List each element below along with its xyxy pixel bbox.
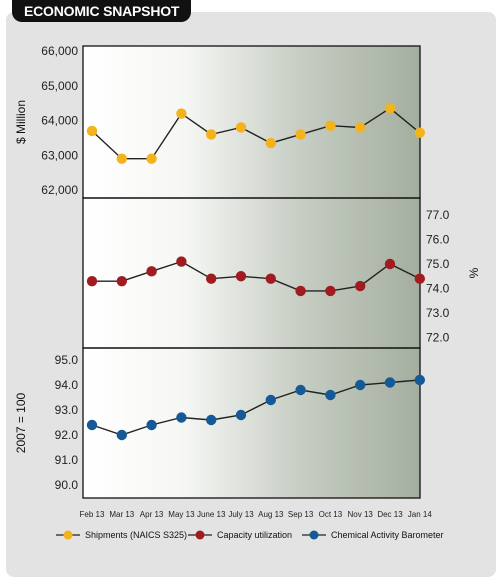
data-point — [295, 285, 306, 297]
header-title: ECONOMIC SNAPSHOT — [12, 0, 192, 22]
y-tick-label: 95.0 — [55, 353, 79, 367]
y-tick-label: 94.0 — [55, 378, 79, 392]
plot-background — [83, 46, 420, 498]
data-point — [355, 280, 366, 292]
x-tick-label: Mar 13 — [109, 510, 134, 519]
legend-label: Capacity utilization — [217, 530, 292, 540]
y-tick-label: 65,000 — [41, 79, 78, 93]
data-point — [176, 108, 187, 119]
legend-marker — [309, 530, 319, 540]
data-point — [235, 271, 247, 282]
data-point — [355, 379, 366, 391]
y-tick-label: 92.0 — [55, 428, 79, 442]
legend-label: Chemical Activity Barometer — [331, 530, 444, 540]
data-point — [414, 374, 425, 386]
data-point — [206, 414, 217, 426]
data-point — [116, 429, 128, 441]
data-point — [235, 409, 247, 421]
x-tick-label: Dec 13 — [377, 510, 403, 519]
data-point — [206, 129, 217, 140]
y-tick-label: 62,000 — [41, 183, 78, 197]
legend-item: Shipments (NAICS S325) — [56, 530, 187, 540]
y-tick-label: 64,000 — [41, 114, 78, 128]
data-point — [265, 394, 276, 406]
chart-panel-3: 95.0 94.0 93.0 92.0 91.0 90.0 2007 = 100 — [14, 347, 425, 499]
data-point — [146, 419, 157, 431]
y-tick-label: 90.0 — [55, 478, 79, 492]
data-point — [325, 285, 336, 297]
y-tick-label: 93.0 — [55, 403, 79, 417]
x-tick-label: Jan 14 — [408, 510, 433, 519]
legend-item: Capacity utilization — [188, 530, 292, 540]
y-tick-label: 76.0 — [426, 233, 450, 247]
y-tick-label: 73.0 — [426, 306, 450, 320]
chart-panel-1: 66,000 65,000 64,000 63,000 62,000 $ Million — [14, 44, 425, 199]
x-tick-label: Nov 13 — [348, 510, 374, 519]
data-point — [265, 273, 276, 284]
y-axis-label: 2007 = 100 — [14, 392, 28, 453]
data-point — [206, 273, 217, 284]
data-point — [265, 137, 276, 149]
y-axis-label: % — [467, 267, 481, 278]
data-point — [414, 127, 425, 138]
x-tick-label: June 13 — [197, 510, 226, 519]
data-point — [116, 275, 128, 287]
data-point — [176, 412, 187, 423]
legend-label: Shipments (NAICS S325) — [85, 530, 187, 540]
data-point — [176, 256, 187, 267]
y-axis-label: $ Million — [14, 100, 28, 144]
data-point — [384, 103, 396, 114]
y-tick-label: 74.0 — [426, 282, 450, 296]
data-point — [384, 377, 396, 388]
y-tick-label: 72.0 — [426, 331, 450, 345]
x-tick-label: Apr 13 — [140, 510, 164, 519]
data-point — [325, 389, 336, 401]
x-tick-label: Oct 13 — [319, 510, 343, 519]
panel-border — [82, 347, 421, 499]
data-point — [325, 120, 336, 131]
y-tick-label: 66,000 — [41, 44, 78, 58]
series-line — [92, 260, 421, 292]
y-tick-label: 91.0 — [55, 453, 79, 467]
data-point — [414, 273, 425, 284]
legend-item: Chemical Activity Barometer — [302, 530, 444, 540]
data-point — [86, 419, 98, 431]
x-tick-label: Sep 13 — [288, 510, 314, 519]
data-point — [86, 125, 98, 137]
data-point — [355, 122, 366, 133]
x-tick-label: July 13 — [228, 510, 254, 519]
data-point — [295, 384, 306, 396]
data-point — [235, 122, 247, 133]
x-tick-label: Feb 13 — [80, 510, 105, 519]
y-tick-label: 75.0 — [426, 257, 450, 271]
y-tick-label: 77.0 — [426, 208, 450, 222]
data-point — [295, 129, 306, 140]
data-point — [86, 275, 98, 287]
data-point — [146, 153, 157, 164]
x-tick-label: Aug 13 — [258, 510, 284, 519]
chart-panel-2: 77.0 76.0 75.0 74.0 73.0 72.0% — [82, 197, 481, 349]
data-point — [116, 153, 128, 164]
y-tick-label: 63,000 — [41, 148, 78, 162]
data-point — [384, 258, 396, 270]
data-point — [146, 266, 157, 277]
x-tick-label: May 13 — [168, 510, 195, 519]
legend-marker — [63, 530, 73, 540]
legend-marker — [195, 530, 205, 540]
